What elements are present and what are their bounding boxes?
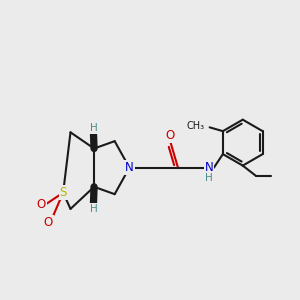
Text: H: H bbox=[90, 204, 98, 214]
Text: H: H bbox=[90, 123, 98, 133]
Text: O: O bbox=[44, 216, 53, 229]
Text: S: S bbox=[59, 186, 67, 199]
Text: N: N bbox=[125, 161, 134, 174]
Text: O: O bbox=[36, 198, 46, 211]
Text: O: O bbox=[165, 129, 175, 142]
Text: N: N bbox=[205, 161, 213, 174]
Text: CH₃: CH₃ bbox=[186, 121, 204, 131]
Text: H: H bbox=[205, 173, 213, 183]
